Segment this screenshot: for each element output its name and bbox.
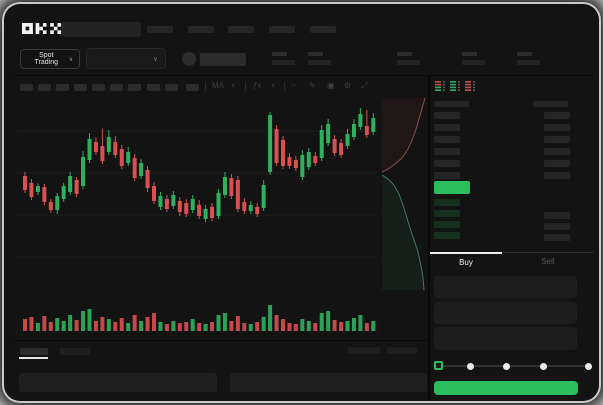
- bottom-bar-button[interactable]: [230, 373, 427, 392]
- coin-icon: [182, 52, 196, 66]
- toolbar-divider: [205, 82, 206, 91]
- interval-button[interactable]: [20, 84, 33, 91]
- price-field[interactable]: [434, 276, 577, 298]
- interval-button[interactable]: [128, 84, 141, 91]
- ask-row-price[interactable]: [434, 148, 460, 155]
- ask-row-amount[interactable]: [544, 136, 570, 143]
- nav-item-placeholder[interactable]: [188, 26, 214, 33]
- fullscreen-icon[interactable]: ⤢: [361, 81, 368, 90]
- bottom-panel-control[interactable]: [348, 347, 380, 354]
- chevron-down-icon[interactable]: ∨: [271, 83, 276, 89]
- nav-item-placeholder[interactable]: [228, 26, 254, 33]
- ask-row-amount[interactable]: [544, 112, 570, 119]
- bid-row-price[interactable]: [434, 221, 460, 228]
- slider-handle[interactable]: [434, 361, 443, 370]
- tab-buy[interactable]: Buy: [430, 252, 502, 270]
- orderbook-header-amount: [533, 101, 568, 107]
- interval-button[interactable]: [92, 84, 105, 91]
- chevron-down-icon[interactable]: ∨: [231, 83, 236, 89]
- slider-track[interactable]: [434, 365, 590, 367]
- orderbook-view-bids-icon[interactable]: [449, 80, 461, 92]
- bid-row-price[interactable]: [434, 232, 460, 239]
- interval-button[interactable]: [56, 84, 69, 91]
- bid-row-amount[interactable]: [544, 234, 570, 241]
- tab-sell[interactable]: Sell: [502, 252, 594, 270]
- bid-row-price[interactable]: [434, 199, 460, 206]
- slider-dot[interactable]: [540, 362, 548, 370]
- okx-logo: [22, 23, 62, 34]
- panel-divider: [428, 75, 430, 400]
- market-type-label: Spot Trading: [34, 52, 59, 66]
- chevron-down-icon: ∨: [152, 55, 158, 63]
- slider-dot[interactable]: [502, 362, 510, 370]
- interval-button[interactable]: [74, 84, 87, 91]
- ask-row-amount[interactable]: [544, 172, 570, 179]
- active-tab-underline: [19, 357, 48, 359]
- ask-row-price[interactable]: [434, 136, 460, 143]
- bid-row-amount[interactable]: [544, 223, 570, 230]
- bid-row-amount[interactable]: [544, 212, 570, 219]
- nav-item-placeholder[interactable]: [310, 26, 336, 33]
- orderbook-view-both-icon[interactable]: [434, 80, 446, 92]
- interval-button[interactable]: [38, 84, 51, 91]
- toolbar-divider: [284, 82, 285, 91]
- app-window: Spot Trading ∨ ∨: [4, 4, 599, 401]
- screenshot-icon[interactable]: ▣: [327, 81, 335, 90]
- indicators-icon[interactable]: ƒx: [253, 81, 262, 90]
- bid-row-price[interactable]: [434, 210, 460, 217]
- draw-icon[interactable]: ✎: [309, 81, 316, 90]
- bottom-tab[interactable]: [60, 348, 90, 355]
- ask-row-price[interactable]: [434, 172, 460, 179]
- ask-row-amount[interactable]: [544, 124, 570, 131]
- interval-button[interactable]: [186, 84, 199, 91]
- bottom-tab-active[interactable]: [20, 348, 48, 355]
- chevron-down-icon: ∨: [68, 56, 73, 63]
- amount-field[interactable]: [434, 302, 577, 324]
- divider: [10, 75, 594, 76]
- divider: [10, 340, 428, 341]
- nav-item-placeholder[interactable]: [269, 26, 295, 33]
- line-style-icon[interactable]: ~: [291, 81, 296, 90]
- amount-slider[interactable]: [434, 360, 593, 372]
- slider-dot[interactable]: [585, 362, 593, 370]
- search-input[interactable]: [62, 22, 141, 37]
- interval-button[interactable]: [165, 84, 178, 91]
- buy-button[interactable]: [434, 381, 578, 395]
- orderbook-view-asks-icon[interactable]: [464, 80, 476, 92]
- bottom-panel-control[interactable]: [387, 347, 417, 354]
- ask-row-amount[interactable]: [544, 160, 570, 167]
- pair-selector[interactable]: ∨: [86, 48, 166, 69]
- ask-row-price[interactable]: [434, 112, 460, 119]
- ask-row-price[interactable]: [434, 124, 460, 131]
- orderbook-last-price: [434, 181, 470, 194]
- interval-button[interactable]: [147, 84, 160, 91]
- total-field[interactable]: [434, 327, 577, 350]
- nav-item-placeholder[interactable]: [147, 26, 173, 33]
- market-type-selector[interactable]: Spot Trading ∨: [20, 49, 80, 69]
- slider-dot[interactable]: [466, 362, 474, 370]
- orderbook-header-price: [434, 101, 469, 107]
- ask-row-price[interactable]: [434, 160, 460, 167]
- ask-row-amount[interactable]: [544, 148, 570, 155]
- bottom-bar-button[interactable]: [19, 373, 217, 392]
- ma-overlay-icon[interactable]: MA: [212, 81, 224, 90]
- settings-icon[interactable]: ⚙: [344, 81, 352, 90]
- interval-button[interactable]: [110, 84, 123, 91]
- last-price-placeholder: [200, 53, 246, 66]
- toolbar-divider: [245, 82, 246, 91]
